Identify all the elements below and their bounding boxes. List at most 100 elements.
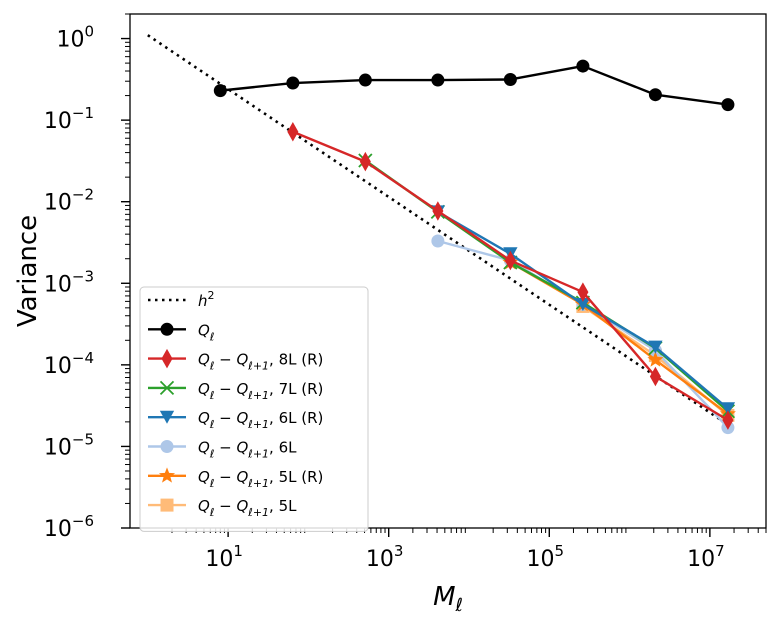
y-tick-exp: −6 xyxy=(72,512,94,530)
legend-sub: ℓ+1 xyxy=(247,506,269,519)
legend-marker xyxy=(159,380,175,396)
legend-q: Q xyxy=(198,380,210,398)
legend-sub: ℓ+1 xyxy=(247,389,269,402)
legend-suffix: , 5L xyxy=(269,497,297,515)
data-point xyxy=(648,340,663,354)
data-point xyxy=(431,73,445,87)
y-tick-exp: −1 xyxy=(72,104,94,122)
data-point xyxy=(432,201,444,221)
legend-suffix: , 5L (R) xyxy=(269,468,323,486)
legend-label: Qℓ − Qℓ+1, 6L xyxy=(198,439,297,461)
x-tick-exp: 7 xyxy=(715,542,725,560)
series-line xyxy=(220,64,729,106)
y-tick-exp: −4 xyxy=(72,349,94,367)
legend-sub: ℓ xyxy=(209,389,215,402)
legend-q: Q xyxy=(198,439,210,457)
legend-suffix: , 6L (R) xyxy=(269,409,323,427)
data-layer xyxy=(147,34,736,435)
x-tick-base: 10 xyxy=(205,547,233,572)
legend-sub: ℓ+1 xyxy=(247,418,269,431)
legend-entry: h2 xyxy=(148,289,215,310)
legend-label: Qℓ − Qℓ+1, 5L xyxy=(198,497,297,519)
y-tick-label: 10−4 xyxy=(44,349,94,379)
legend-h: h xyxy=(198,292,208,310)
legend-q: Q xyxy=(236,351,248,369)
y-tick-base: 10 xyxy=(44,191,72,216)
legend-marker xyxy=(161,348,173,369)
data-point xyxy=(648,88,662,102)
y-tick-base: 10 xyxy=(56,28,84,53)
y-tick-exp: 0 xyxy=(84,23,94,41)
x-tick-exp: 1 xyxy=(233,542,243,560)
legend-q: Q xyxy=(198,351,210,369)
y-tick-base: 10 xyxy=(44,272,72,297)
y-tick-label: 10−3 xyxy=(44,267,94,297)
data-point xyxy=(722,410,734,430)
y-axis-label: Variance xyxy=(13,215,43,327)
legend-entry: Qℓ − Qℓ+1, 5L (R) xyxy=(148,467,323,490)
legend-marker xyxy=(159,410,175,424)
legend-sub: ℓ+1 xyxy=(247,360,269,373)
legend-entry: Qℓ xyxy=(148,321,214,343)
legend-entry: Qℓ − Qℓ+1, 6L xyxy=(148,439,297,461)
y-tick-label: 10−1 xyxy=(44,104,94,134)
legend-minus: − xyxy=(214,497,236,515)
x-tick-base: 10 xyxy=(687,547,715,572)
legend-sub: ℓ+1 xyxy=(247,477,269,490)
legend-minus: − xyxy=(214,409,236,427)
legend-suffix: , 6L xyxy=(269,439,297,457)
legend-label: Qℓ − Qℓ+1, 6L (R) xyxy=(198,409,323,431)
legend-entry: Qℓ − Qℓ+1, 8L (R) xyxy=(148,348,323,373)
series-2 xyxy=(287,122,734,430)
x-tick-exp: 3 xyxy=(394,542,404,560)
data-point xyxy=(649,366,661,387)
y-tick-label: 10−2 xyxy=(44,186,94,216)
legend-sub: ℓ xyxy=(209,418,215,431)
data-point xyxy=(721,98,735,112)
legend-sub: ℓ xyxy=(209,477,215,490)
data-point xyxy=(213,84,227,98)
y-tick-label: 10−6 xyxy=(44,512,94,542)
legend-q: Q xyxy=(236,380,248,398)
legend-box xyxy=(139,286,369,532)
y-tick-exp: −5 xyxy=(72,430,94,448)
legend-sub: ℓ xyxy=(209,448,215,461)
legend-label: h2 xyxy=(198,289,215,310)
y-tick-exp: −2 xyxy=(72,186,94,204)
legend-sub: ℓ+1 xyxy=(247,448,269,461)
data-point xyxy=(358,73,372,87)
legend-sub: ℓ xyxy=(209,330,215,343)
data-point xyxy=(720,402,736,416)
series-0 xyxy=(147,34,729,426)
legend-q: Q xyxy=(198,321,210,339)
x-axis-label-sub: ℓ xyxy=(455,595,463,616)
data-point xyxy=(575,297,591,311)
legend-label: Qℓ − Qℓ+1, 8L (R) xyxy=(198,351,323,373)
series-line xyxy=(147,34,729,426)
data-point xyxy=(359,151,371,172)
legend-q: Q xyxy=(236,409,248,427)
legend-sub: ℓ xyxy=(209,506,215,519)
data-point xyxy=(647,351,664,367)
data-point xyxy=(287,122,299,142)
legend-label: Qℓ − Qℓ+1, 5L (R) xyxy=(198,468,323,490)
x-tick-exp: 5 xyxy=(555,542,565,560)
y-tick-base: 10 xyxy=(44,517,72,542)
legend-minus: − xyxy=(214,351,236,369)
legend-q: Q xyxy=(198,497,210,515)
plot-frame xyxy=(129,13,767,529)
legend-marker xyxy=(160,322,174,336)
y-tick-base: 10 xyxy=(44,109,72,134)
data-point xyxy=(504,250,516,271)
y-tick-label: 10−5 xyxy=(44,430,94,460)
legend-suffix: , 8L (R) xyxy=(269,351,323,369)
data-point xyxy=(503,72,517,86)
y-tick-exp: −3 xyxy=(72,267,94,285)
legend-q: Q xyxy=(198,409,210,427)
data-point xyxy=(576,59,590,73)
legend-label: Qℓ xyxy=(198,321,214,343)
legend-sup: 2 xyxy=(208,289,215,302)
